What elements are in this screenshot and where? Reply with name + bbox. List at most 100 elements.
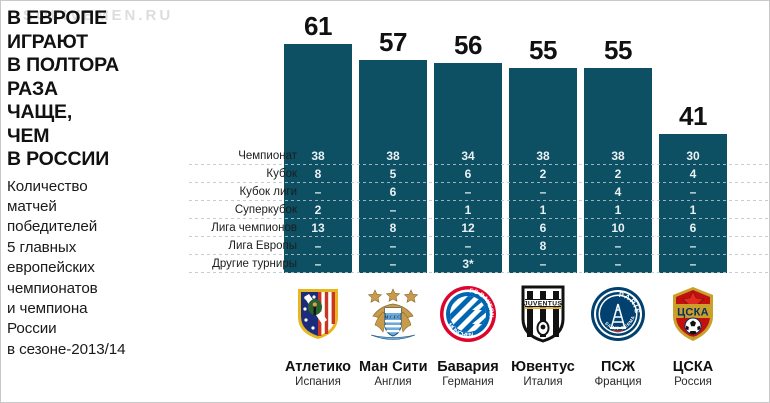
- table-cell: –: [314, 239, 322, 253]
- table-cell: –: [464, 185, 472, 199]
- bar-total-label: 41: [679, 101, 707, 131]
- table-row: Другие турниры – – 3* – – –: [189, 255, 769, 273]
- table-row: Кубок 8 5 6 2 2 4: [189, 165, 769, 183]
- subhead-line: в сезоне-2013/14: [7, 340, 126, 358]
- table-cell: –: [614, 257, 622, 271]
- atletico-madrid-crest: [284, 277, 352, 351]
- row-divider: [189, 236, 769, 237]
- subhead-line: и чемпиона: [7, 299, 88, 317]
- juventus-crest: JUVENTUS: [509, 277, 577, 351]
- table-cell: 6: [539, 221, 547, 235]
- team-country: Италия: [523, 376, 563, 388]
- row-label: Лига чемпионов: [211, 222, 297, 234]
- subhead-line: Количество: [7, 177, 88, 195]
- bar-total-label: 56: [454, 30, 482, 60]
- row-label: Кубок лиги: [239, 186, 297, 198]
- table-cell: 2: [314, 203, 322, 217]
- team-name: Ман Сити: [359, 359, 428, 375]
- bar-column[interactable]: 61: [284, 1, 352, 402]
- table-cell: 13: [311, 221, 325, 235]
- row-label: Кубок: [266, 168, 297, 180]
- svg-text:M.C.F.C.: M.C.F.C.: [384, 314, 401, 319]
- row-divider: [189, 182, 769, 183]
- table-cell: –: [539, 257, 547, 271]
- bar[interactable]: [434, 63, 502, 273]
- table-cell: –: [389, 203, 397, 217]
- headline-line: В РОССИИ: [7, 148, 110, 170]
- bar-total-label: 57: [379, 27, 407, 57]
- bar[interactable]: [509, 68, 577, 273]
- table-cell: 30: [686, 149, 700, 163]
- headline-line: ЧЕМ: [7, 124, 50, 147]
- table-cell: 1: [539, 203, 547, 217]
- row-label: Другие турниры: [212, 258, 297, 270]
- table-cell: 1: [614, 203, 622, 217]
- svg-text:ЦСКА: ЦСКА: [677, 306, 709, 318]
- table-cell: –: [389, 257, 397, 271]
- table-cell: –: [614, 239, 622, 253]
- team-name: Атлетико: [284, 359, 352, 375]
- bar-column[interactable]: 55: [509, 1, 577, 402]
- row-label: Суперкубок: [234, 204, 297, 216]
- team-country: Россия: [674, 376, 712, 388]
- table-cell: 34: [461, 149, 475, 163]
- table-cell: 5: [389, 167, 397, 181]
- bar[interactable]: [359, 60, 427, 273]
- table-cell: 38: [611, 149, 625, 163]
- table-row: Лига Европы – – – 8 – –: [189, 237, 769, 255]
- headline-line: ИГРАЮТ: [7, 30, 88, 53]
- table-cell: 8: [389, 221, 397, 235]
- table-cell: 6: [689, 221, 697, 235]
- page-subtitle: Количество матчей победителей 5 главных …: [7, 177, 189, 361]
- table-row: Чемпионат 38 38 34 38 38 30: [189, 147, 769, 165]
- headline-line: В ПОЛТОРА: [7, 54, 120, 76]
- headline-line: В ЕВРОПЕ: [7, 7, 107, 29]
- row-label: Чемпионат: [238, 150, 297, 162]
- team-country: Франция: [594, 376, 642, 388]
- subhead-line: матчей: [7, 197, 57, 215]
- table-cell: –: [314, 257, 322, 271]
- bar-column[interactable]: 41: [659, 1, 727, 402]
- team-country: Испания: [295, 376, 341, 388]
- bar-column[interactable]: 56: [434, 1, 502, 402]
- bar[interactable]: [659, 134, 727, 273]
- table-cell: 4: [614, 185, 622, 199]
- table-cell: 8: [314, 167, 322, 181]
- subhead-line: чемпионатов: [7, 279, 98, 297]
- headline-line: ЧАЩЕ,: [7, 101, 73, 123]
- bar[interactable]: [284, 44, 352, 273]
- svg-text:1911: 1911: [689, 336, 697, 340]
- table-cell: 3*: [462, 257, 474, 271]
- subhead-line: победителей: [7, 218, 98, 236]
- bar-chart: 61 57 56 55 55 41 Чемпионат 38 38 34 38 38 30 Кубок 8…: [189, 1, 769, 402]
- svg-text:JUVENTUS: JUVENTUS: [524, 300, 563, 307]
- bar-column[interactable]: 55: [584, 1, 652, 402]
- bar[interactable]: [584, 68, 652, 273]
- table-cell: 10: [611, 221, 625, 235]
- team-country: Германия: [442, 376, 494, 388]
- bar-column[interactable]: 57: [359, 1, 427, 402]
- table-cell: 12: [461, 221, 475, 235]
- table-cell: 6: [389, 185, 397, 199]
- manchester-city-crest: M.C.F.C.: [359, 277, 427, 351]
- row-divider: [189, 218, 769, 219]
- bar-total-label: 55: [529, 35, 557, 65]
- table-cell: –: [314, 185, 322, 199]
- table-cell: 4: [689, 167, 697, 181]
- table-cell: –: [389, 239, 397, 253]
- team-name: ЦСКА: [672, 359, 714, 375]
- table-cell: 38: [386, 149, 400, 163]
- bayern-munich-crest: FC BAYERN MÜNCHEN: [434, 277, 502, 351]
- team-name: ПСЖ: [601, 359, 635, 375]
- subhead-line: европейских: [7, 259, 95, 277]
- headline-line: РАЗА: [7, 77, 58, 100]
- table-cell: –: [539, 185, 547, 199]
- table-cell: 38: [311, 149, 325, 163]
- table-cell: 2: [539, 167, 547, 181]
- team-country: Англия: [374, 376, 412, 388]
- table-cell: –: [689, 239, 697, 253]
- row-divider: [189, 272, 769, 273]
- row-label: Лига Европы: [228, 240, 297, 252]
- subhead-line: России: [7, 320, 57, 338]
